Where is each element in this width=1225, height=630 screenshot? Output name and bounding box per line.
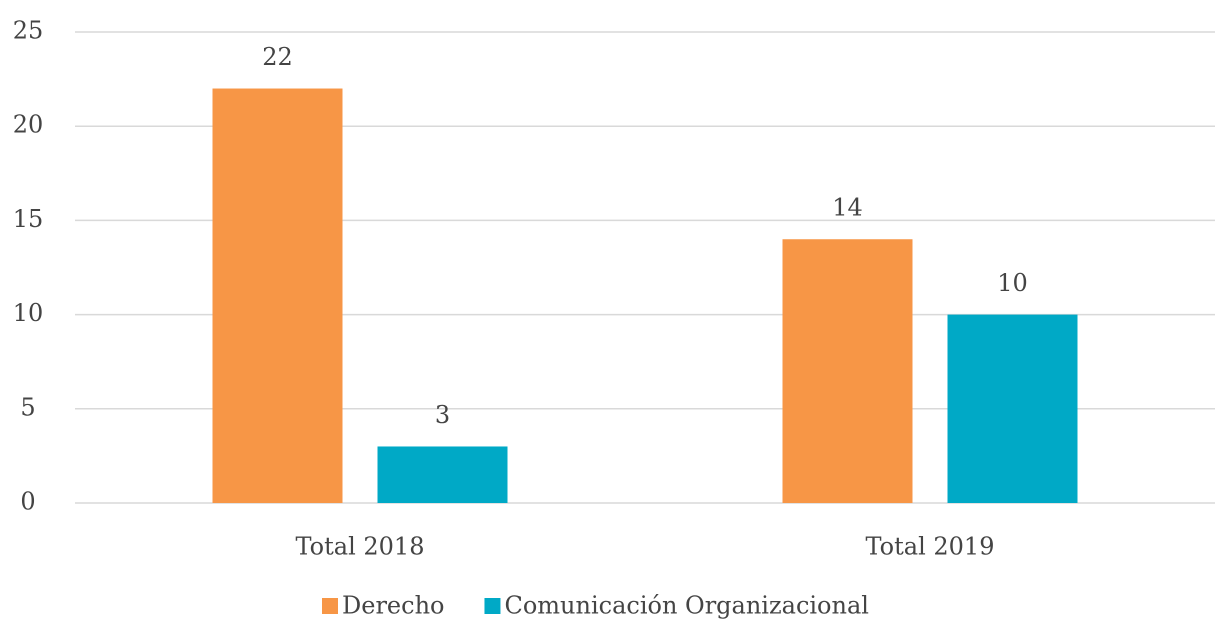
y-tick-label: 0: [20, 488, 35, 516]
data-label: 10: [997, 269, 1028, 297]
data-label: 22: [262, 43, 293, 71]
x-tick-label: Total 2018: [296, 533, 425, 561]
data-label: 14: [832, 194, 863, 222]
bar: [947, 314, 1078, 503]
bar: [212, 88, 343, 504]
legend-swatch: [484, 598, 501, 614]
x-tick-label: Total 2019: [866, 533, 995, 561]
y-tick-label: 20: [13, 111, 44, 139]
legend-label: Derecho: [342, 592, 444, 620]
data-label: 3: [435, 401, 450, 429]
y-tick-label: 15: [13, 205, 44, 233]
legend-swatch: [322, 598, 338, 614]
y-tick-label: 5: [20, 393, 35, 421]
y-tick-label: 25: [13, 17, 44, 45]
bar: [782, 239, 913, 504]
y-tick-label: 10: [13, 299, 44, 327]
bar: [377, 446, 508, 503]
legend-label: Comunicación Organizacional: [504, 592, 868, 620]
